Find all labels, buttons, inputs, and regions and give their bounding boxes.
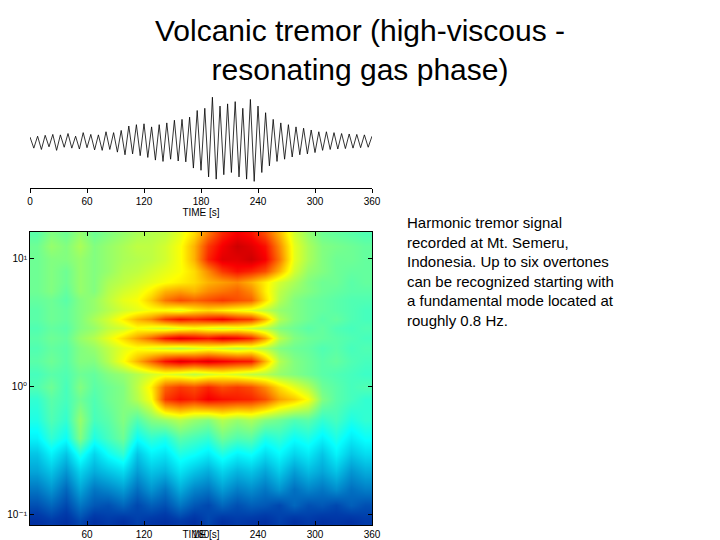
svg-text:360: 360 [364,196,381,207]
svg-text:120: 120 [136,196,153,207]
svg-text:180: 180 [193,529,210,540]
svg-text:TIME [s]: TIME [s] [182,529,219,540]
svg-text:10⁰: 10⁰ [12,381,27,392]
svg-text:Harmonic tremor signalrecorded: Harmonic tremor signalrecorded at Mt. Se… [407,214,614,329]
svg-text:Volcanic tremor (high-viscous: Volcanic tremor (high-viscous -resonatin… [155,14,565,86]
svg-text:120: 120 [136,529,153,540]
svg-text:60: 60 [81,529,93,540]
svg-text:300: 300 [307,196,324,207]
svg-text:10⁻¹: 10⁻¹ [7,509,27,520]
svg-text:60: 60 [81,196,93,207]
svg-text:10¹: 10¹ [13,253,28,264]
svg-text:TIME [s]: TIME [s] [182,207,219,218]
svg-text:360: 360 [364,529,381,540]
svg-text:240: 240 [250,196,267,207]
svg-text:180: 180 [193,196,210,207]
svg-text:240: 240 [250,529,267,540]
svg-text:0: 0 [27,196,33,207]
svg-text:300: 300 [307,529,324,540]
